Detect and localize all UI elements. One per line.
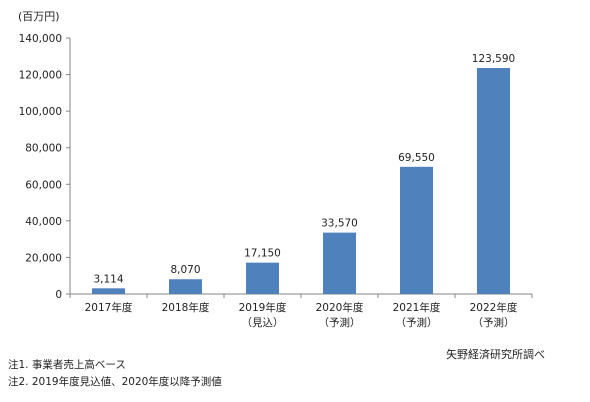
footnote-1: 注1. 事業者売上高ベース (8, 359, 126, 371)
x-tick-label: 2019年度 (239, 301, 287, 314)
data-label: 17,150 (244, 248, 281, 260)
axes: 0 20,000 40,000 60,000 80,000 100,000 120,000 1… (19, 33, 533, 301)
labels: 3,114 2017年度 8,070 2018年度 17,150 2019年度 （見込） 33… (85, 53, 518, 329)
y-tick-label: 80,000 (25, 143, 62, 155)
footnote-2: 注2. 2019年度見込値、2020年度以降予測値 (8, 376, 222, 388)
y-tick-label: 60,000 (25, 179, 62, 191)
y-tick-label: 140,000 (19, 33, 62, 45)
bar (477, 68, 510, 294)
bar (400, 166, 433, 294)
bar (169, 279, 202, 294)
y-tick-label: 20,000 (25, 252, 62, 264)
x-tick-label: （見込） (242, 317, 284, 329)
x-tick-label: 2021年度 (393, 301, 441, 314)
x-tick-label: 2022年度 (470, 301, 518, 314)
bar (323, 232, 356, 294)
bar (246, 262, 279, 294)
y-unit-label: (百万円) (18, 10, 60, 23)
data-label: 123,590 (472, 53, 515, 65)
x-tick-label: 2018年度 (162, 301, 210, 314)
bars (92, 68, 510, 294)
data-label: 33,570 (321, 218, 358, 230)
y-tick-label: 0 (55, 289, 62, 301)
x-tick-label: 2020年度 (316, 301, 364, 314)
x-tick-label: （予測） (473, 316, 515, 329)
data-label: 8,070 (170, 264, 200, 276)
y-tick-label: 100,000 (19, 106, 62, 118)
x-tick-label: （予測） (319, 316, 361, 329)
x-tick-label: （予測） (396, 316, 438, 329)
x-tick-label: 2017年度 (85, 301, 133, 314)
bar (92, 288, 125, 294)
data-label: 69,550 (398, 152, 435, 164)
source-credit: 矢野経済研究所調べ (446, 348, 545, 361)
y-tick-label: 40,000 (25, 216, 62, 228)
data-label: 3,114 (93, 273, 123, 285)
y-tick-label: 120,000 (19, 70, 62, 82)
